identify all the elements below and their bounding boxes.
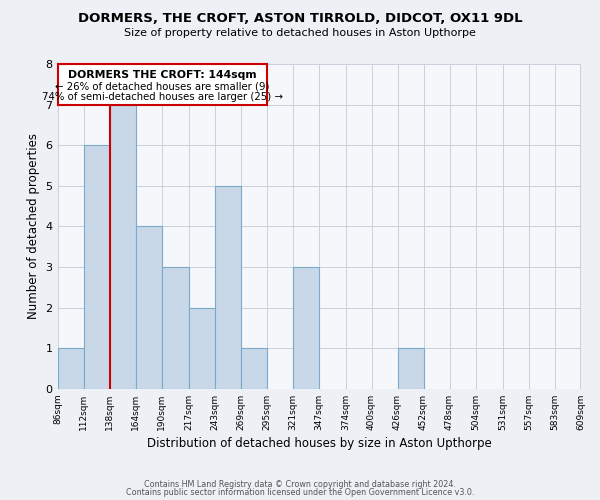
Text: DORMERS THE CROFT: 144sqm: DORMERS THE CROFT: 144sqm <box>68 70 256 80</box>
Bar <box>83 145 110 389</box>
Bar <box>215 186 241 389</box>
Bar <box>110 104 136 389</box>
Y-axis label: Number of detached properties: Number of detached properties <box>27 134 40 320</box>
X-axis label: Distribution of detached houses by size in Aston Upthorpe: Distribution of detached houses by size … <box>146 437 491 450</box>
Text: DORMERS, THE CROFT, ASTON TIRROLD, DIDCOT, OX11 9DL: DORMERS, THE CROFT, ASTON TIRROLD, DIDCO… <box>77 12 523 26</box>
Text: Contains public sector information licensed under the Open Government Licence v3: Contains public sector information licen… <box>126 488 474 497</box>
FancyBboxPatch shape <box>58 64 266 104</box>
Bar <box>161 267 188 389</box>
Text: Size of property relative to detached houses in Aston Upthorpe: Size of property relative to detached ho… <box>124 28 476 38</box>
Text: 74% of semi-detached houses are larger (25) →: 74% of semi-detached houses are larger (… <box>41 92 283 102</box>
Bar <box>188 308 215 389</box>
Bar <box>58 348 83 389</box>
Text: ← 26% of detached houses are smaller (9): ← 26% of detached houses are smaller (9) <box>55 82 269 92</box>
Text: Contains HM Land Registry data © Crown copyright and database right 2024.: Contains HM Land Registry data © Crown c… <box>144 480 456 489</box>
Bar <box>293 267 319 389</box>
Bar <box>398 348 424 389</box>
Bar <box>136 226 161 389</box>
Bar <box>241 348 266 389</box>
